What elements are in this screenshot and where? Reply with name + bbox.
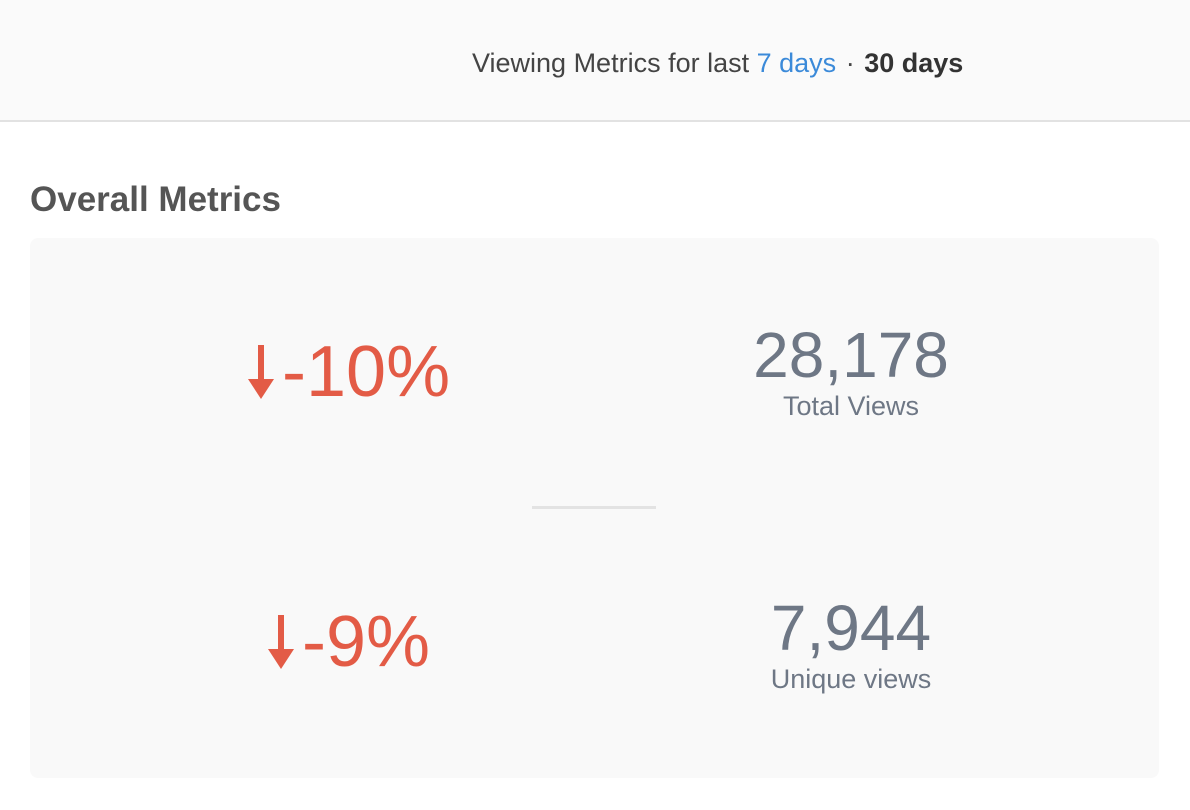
total-views-change-value: -10% (282, 332, 451, 412)
unique-views-change: -9% (266, 602, 430, 682)
total-views-label: Total Views (782, 391, 920, 421)
metrics-panel: -10% 28,178 Total Views -9% 7,944 Unique… (30, 238, 1159, 778)
metrics-divider (532, 506, 656, 509)
range-selector: Viewing Metrics for last 7 days · 30 day… (472, 45, 963, 81)
unique-views-metric: 7,944 Unique views (701, 593, 1001, 695)
range-option-7-days[interactable]: 7 days (756, 48, 837, 78)
total-views-metric: 28,178 Total Views (701, 320, 1001, 422)
range-prefix: Viewing Metrics for last (472, 48, 750, 78)
section-title: Overall Metrics (30, 180, 281, 219)
total-views-change: -10% (246, 332, 450, 412)
arrow-down-icon (268, 615, 294, 669)
metrics-range-bar: Viewing Metrics for last 7 days · 30 day… (0, 0, 1190, 122)
range-option-30-days[interactable]: 30 days (864, 48, 964, 78)
unique-views-value: 7,944 (770, 592, 932, 664)
arrow-down-icon (248, 345, 274, 399)
unique-views-label: Unique views (770, 664, 932, 694)
unique-views-change-value: -9% (302, 602, 431, 682)
total-views-value: 28,178 (753, 319, 949, 391)
range-separator: · (845, 48, 855, 78)
